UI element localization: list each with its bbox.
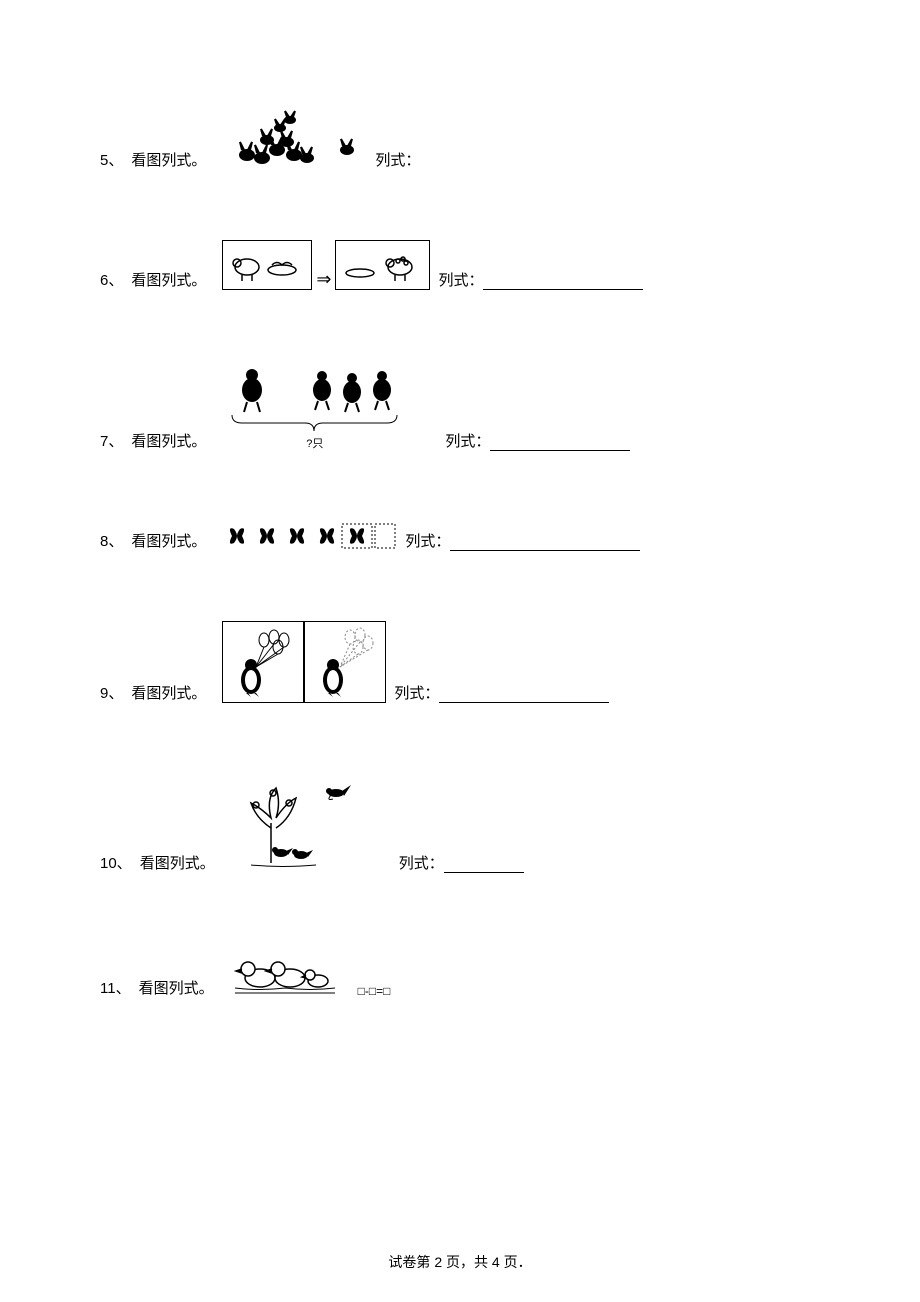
question-label: 看图列式。 [131,269,206,290]
question-10: 10、 看图列式。 列式： [100,773,820,873]
question-number: 11、 [100,977,131,998]
question-6: 6、 看图列式。 ⇒ [100,240,820,290]
arrow-icon: ⇒ [316,269,331,290]
question-after: 列式： [375,149,420,170]
answer-blank[interactable] [490,450,630,451]
question-after: 列式： [394,682,439,703]
question-11: 11、 看图列式。 □-□=□ [100,943,820,998]
question-number: 6、 [100,269,123,290]
question-after: 列式： [405,530,450,551]
question-image-bracket: ?只 [222,360,407,451]
question-9: 9、 看图列式。 [100,621,820,703]
footer-page: 2 [434,1254,442,1270]
question-image-rabbits [222,100,367,170]
question-number: 9、 [100,682,123,703]
question-5: 5、 看图列式。 列式： [100,100,820,170]
question-label: 看图列式。 [139,977,214,998]
bracket: ?只 [227,415,402,451]
question-label: 看图列式。 [131,430,206,451]
question-image-sheep: ⇒ [222,240,430,290]
question-label: 看图列式。 [140,852,215,873]
question-label: 看图列式。 [131,149,206,170]
answer-blank[interactable] [444,872,524,873]
page-footer: 试卷第 2 页，共 4 页． [0,1252,920,1272]
answer-blank[interactable] [483,289,643,290]
footer-prefix: 试卷第 [388,1254,434,1270]
question-image-butterflies [222,521,397,551]
question-number: 7、 [100,430,123,451]
question-image-ducks [230,943,340,998]
question-after: 列式： [438,269,483,290]
bracket-label: ?只 [227,435,402,451]
footer-total: 4 [492,1254,500,1270]
question-label: 看图列式。 [131,530,206,551]
question-number: 5、 [100,149,123,170]
question-label: 看图列式。 [131,682,206,703]
footer-suffix: 页． [500,1254,532,1270]
question-number: 8、 [100,530,123,551]
question-after: 列式： [445,430,490,451]
question-after: □-□=□ [358,984,391,998]
question-image-tree-birds [231,773,371,873]
question-after: 列式： [399,852,444,873]
question-image-penguins [222,621,386,703]
answer-blank[interactable] [439,702,609,703]
answer-blank[interactable] [450,550,640,551]
question-number: 10、 [100,852,132,873]
question-7: 7、 看图列式。 ?只 列式： [100,360,820,451]
footer-middle: 页，共 [442,1254,492,1270]
question-8: 8、 看图列式。 列式： [100,521,820,551]
